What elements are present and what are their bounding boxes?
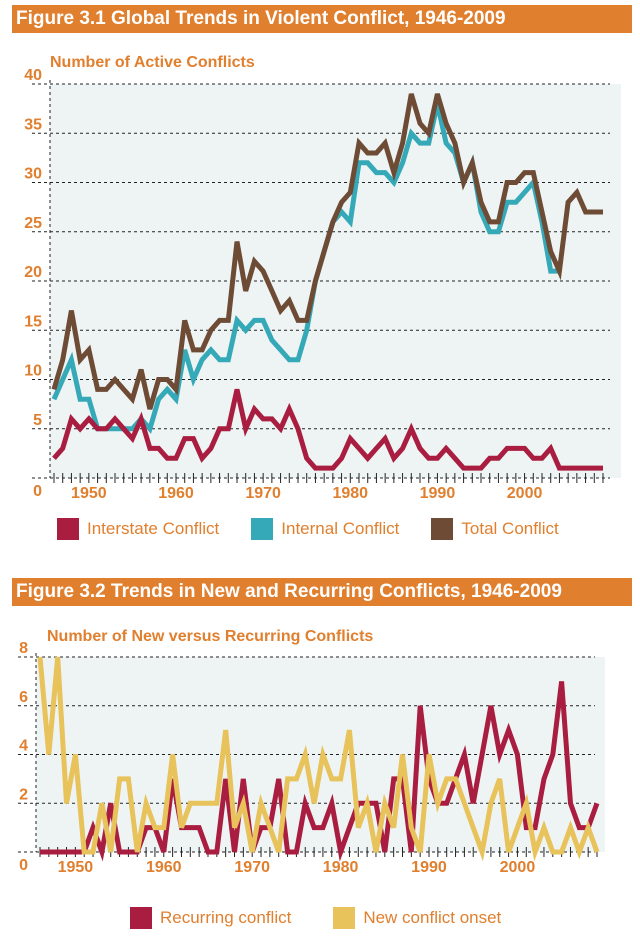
x-tick-label: 2000 [507, 485, 543, 500]
figure-3-2-legend: Recurring conflict New conflict onset [130, 907, 533, 929]
figure-3-2-chart: 0 2 4 6 8 1950 1960 1970 1980 1990 2000 [18, 640, 605, 876]
x-tick-label: 1970 [245, 485, 281, 500]
legend-swatch-recurring [130, 907, 152, 929]
x-tick-label: 1970 [234, 859, 270, 876]
y-tick-label: 6 [19, 689, 28, 706]
legend-item-recurring: Recurring conflict [130, 907, 291, 929]
legend-label-interstate: Interstate Conflict [87, 519, 220, 538]
y-tick-label: 15 [24, 313, 42, 330]
x-tick-label: 1990 [411, 859, 447, 876]
legend-label-recurring: Recurring conflict [160, 908, 292, 927]
series-line-new-conflict-onset [37, 656, 600, 862]
figure-3-1-chart: 0 5 10 15 20 25 30 35 40 1950 1960 1970 1980 1990 2000 [24, 67, 621, 500]
y-tick-label: 5 [33, 412, 42, 429]
x-tick-label: 1960 [158, 485, 194, 500]
x-tick-label: 1980 [332, 485, 368, 500]
legend-item-interstate: Interstate Conflict [57, 518, 219, 540]
y-tick-label: 0 [33, 483, 42, 500]
figure-3-2-title: Figure 3.2 Trends in New and Recurring C… [12, 578, 632, 606]
legend-item-new-onset: New conflict onset [333, 907, 501, 929]
y-tick-label: 40 [24, 67, 42, 84]
figure-3-2-ylabel: Number of New versus Recurring Conflicts [47, 628, 374, 645]
legend-label-total: Total Conflict [461, 519, 559, 538]
series-line-recurring-conflict [40, 681, 600, 862]
y-tick-label: 25 [24, 215, 42, 232]
x-tick-label: 1950 [58, 859, 94, 876]
figure-3-1-legend: Interstate Conflict Internal Conflict To… [57, 518, 591, 540]
x-tick-label: 1980 [323, 859, 359, 876]
legend-item-internal: Internal Conflict [251, 518, 399, 540]
y-tick-label: 35 [24, 116, 42, 133]
y-tick-label: 20 [24, 264, 42, 281]
legend-swatch-new-onset [333, 907, 356, 929]
x-tick-label: 1960 [146, 859, 182, 876]
series-line-total-conflict [51, 93, 603, 410]
x-tick-label: 1950 [71, 485, 107, 500]
y-tick-label: 0 [19, 857, 28, 874]
y-tick-label: 2 [19, 786, 28, 803]
legend-label-new-onset: New conflict onset [363, 908, 502, 927]
legend-item-total: Total Conflict [431, 518, 559, 540]
x-tick-label: 1990 [420, 485, 456, 500]
x-tick-label: 2000 [500, 859, 536, 876]
y-tick-label: 30 [24, 166, 42, 183]
legend-swatch-internal [251, 518, 274, 540]
legend-swatch-interstate [57, 518, 79, 540]
legend-swatch-total [431, 518, 454, 540]
figure-3-1-title: Figure 3.1 Global Trends in Violent Conf… [12, 5, 632, 33]
y-tick-label: 8 [19, 640, 28, 657]
legend-label-internal: Internal Conflict [281, 519, 400, 538]
y-tick-label: 4 [19, 738, 28, 755]
figure-3-1-ylabel: Number of Active Conflicts [50, 54, 255, 71]
series-line-interstate-conflict [52, 388, 603, 471]
y-tick-label: 10 [24, 363, 42, 380]
